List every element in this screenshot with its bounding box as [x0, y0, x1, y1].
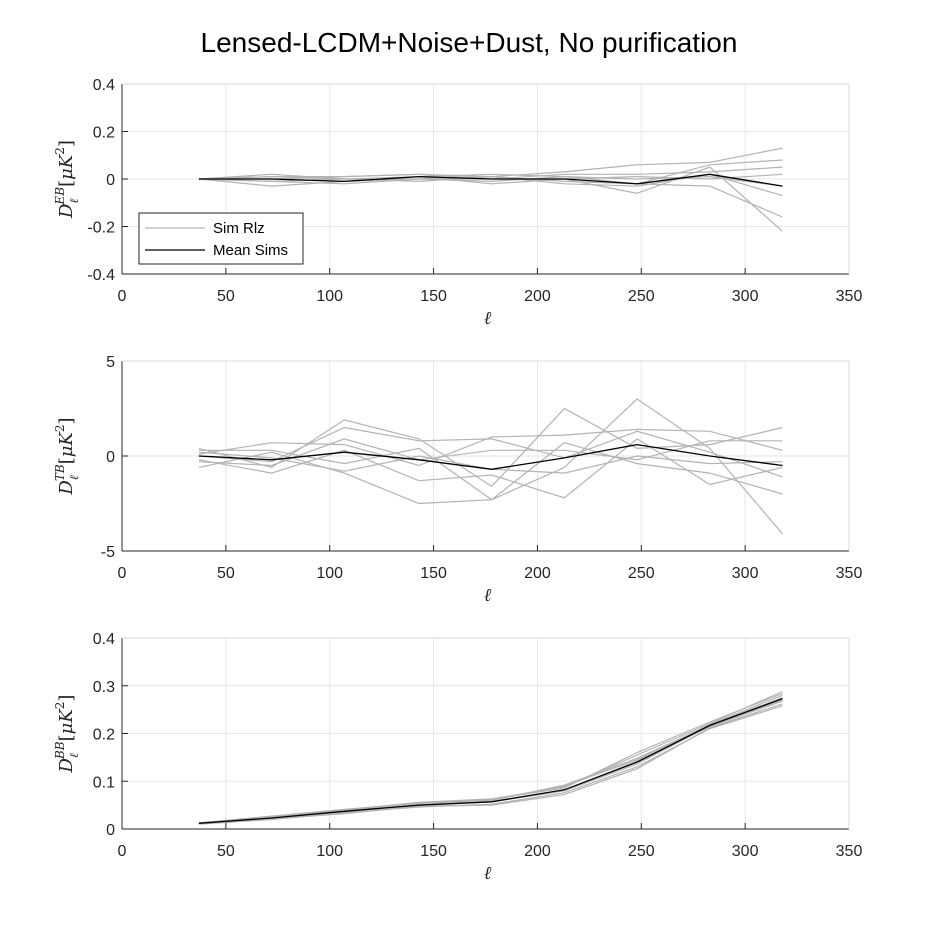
y-tick-label: -0.2: [87, 220, 115, 237]
x-tick-label: 50: [217, 843, 235, 860]
x-tick-label: 300: [732, 843, 759, 860]
figure-title: Lensed-LCDM+Noise+Dust, No purification: [201, 27, 738, 58]
x-tick-label: 150: [420, 843, 447, 860]
x-axis-label: ℓ: [484, 308, 492, 329]
x-tick-label: 0: [118, 565, 127, 582]
y-tick-label: 0: [106, 822, 115, 839]
mean-series-line: [198, 443, 783, 470]
y-tick-label: -0.4: [87, 267, 115, 284]
x-tick-label: 200: [524, 843, 551, 860]
x-tick-label: 150: [420, 565, 447, 582]
x-tick-label: 350: [836, 843, 863, 860]
sim-series-line-5: [198, 703, 783, 824]
panel-eb: 0 50 100 150 200 250 300 350 -0.4 -0.2 0 0.2 0.4 ℓ DℓE…: [53, 77, 862, 329]
x-tick-label: 250: [628, 288, 655, 305]
x-tick-label: 150: [420, 288, 447, 305]
sim-series-line-5: [198, 442, 783, 501]
x-tick-label: 0: [118, 288, 127, 305]
y-tick-label: 0.3: [93, 679, 115, 696]
x-tick-label: 50: [217, 565, 235, 582]
sim-series-line-7: [198, 173, 783, 197]
x-tick-label: 200: [524, 288, 551, 305]
x-tick-label: 300: [732, 565, 759, 582]
y-tick-label: 0.4: [93, 77, 115, 94]
y-tick-label: 0.2: [93, 727, 115, 744]
y-tick-label: 0: [106, 449, 115, 466]
y-tick-label: -5: [101, 544, 115, 561]
mean-series-line: [198, 697, 783, 824]
x-tick-label: 50: [217, 288, 235, 305]
sim-series-line-8: [198, 694, 783, 824]
sim-series-line-6: [198, 426, 783, 478]
x-tick-label: 100: [316, 843, 343, 860]
y-tick-label: 0: [106, 172, 115, 189]
y-tick-label: 0.1: [93, 774, 115, 791]
x-tick-label: 250: [628, 565, 655, 582]
y-axis-label: DℓBB[μK2]: [53, 695, 81, 774]
sim-series-line-4: [198, 438, 783, 499]
y-tick-label: 0.4: [93, 631, 115, 648]
sim-series-line-1: [198, 407, 783, 488]
mean-series-line: [198, 173, 783, 187]
legend-label-1: Sim Rlz: [213, 220, 265, 237]
legend-box: [138, 212, 304, 265]
x-tick-label: 350: [836, 288, 863, 305]
y-tick-label: 5: [106, 354, 115, 371]
y-axis-label: DℓEB[μK2]: [53, 140, 81, 219]
x-axis-label: ℓ: [484, 585, 492, 606]
x-axis-label: ℓ: [484, 863, 492, 884]
sim-series-line-4: [198, 166, 783, 232]
x-tick-label: 300: [732, 288, 759, 305]
x-tick-label: 250: [628, 843, 655, 860]
x-tick-label: 200: [524, 565, 551, 582]
panels: 0 50 100 150 200 250 300 350-0.4-0.200.20.4ℓDℓE…: [53, 77, 862, 884]
y-axis-label: DℓTB[μK2]: [53, 417, 81, 495]
x-tick-label: 350: [836, 565, 863, 582]
x-tick-label: 100: [316, 288, 343, 305]
legend: Sim Rlz Mean Sims: [138, 212, 304, 265]
legend-label-2: Mean Sims: [213, 242, 288, 259]
sim-series-line-3: [198, 428, 783, 467]
x-tick-label: 100: [316, 565, 343, 582]
y-tick-label: 0.2: [93, 125, 115, 142]
x-tick-label: 0: [118, 843, 127, 860]
sim-series-line-2: [198, 159, 783, 185]
panel-bb: 0 50 100 150 200 250 300 350 0 0.1 0.2 0.3 0.4 ℓ DℓBB[…: [53, 631, 862, 884]
